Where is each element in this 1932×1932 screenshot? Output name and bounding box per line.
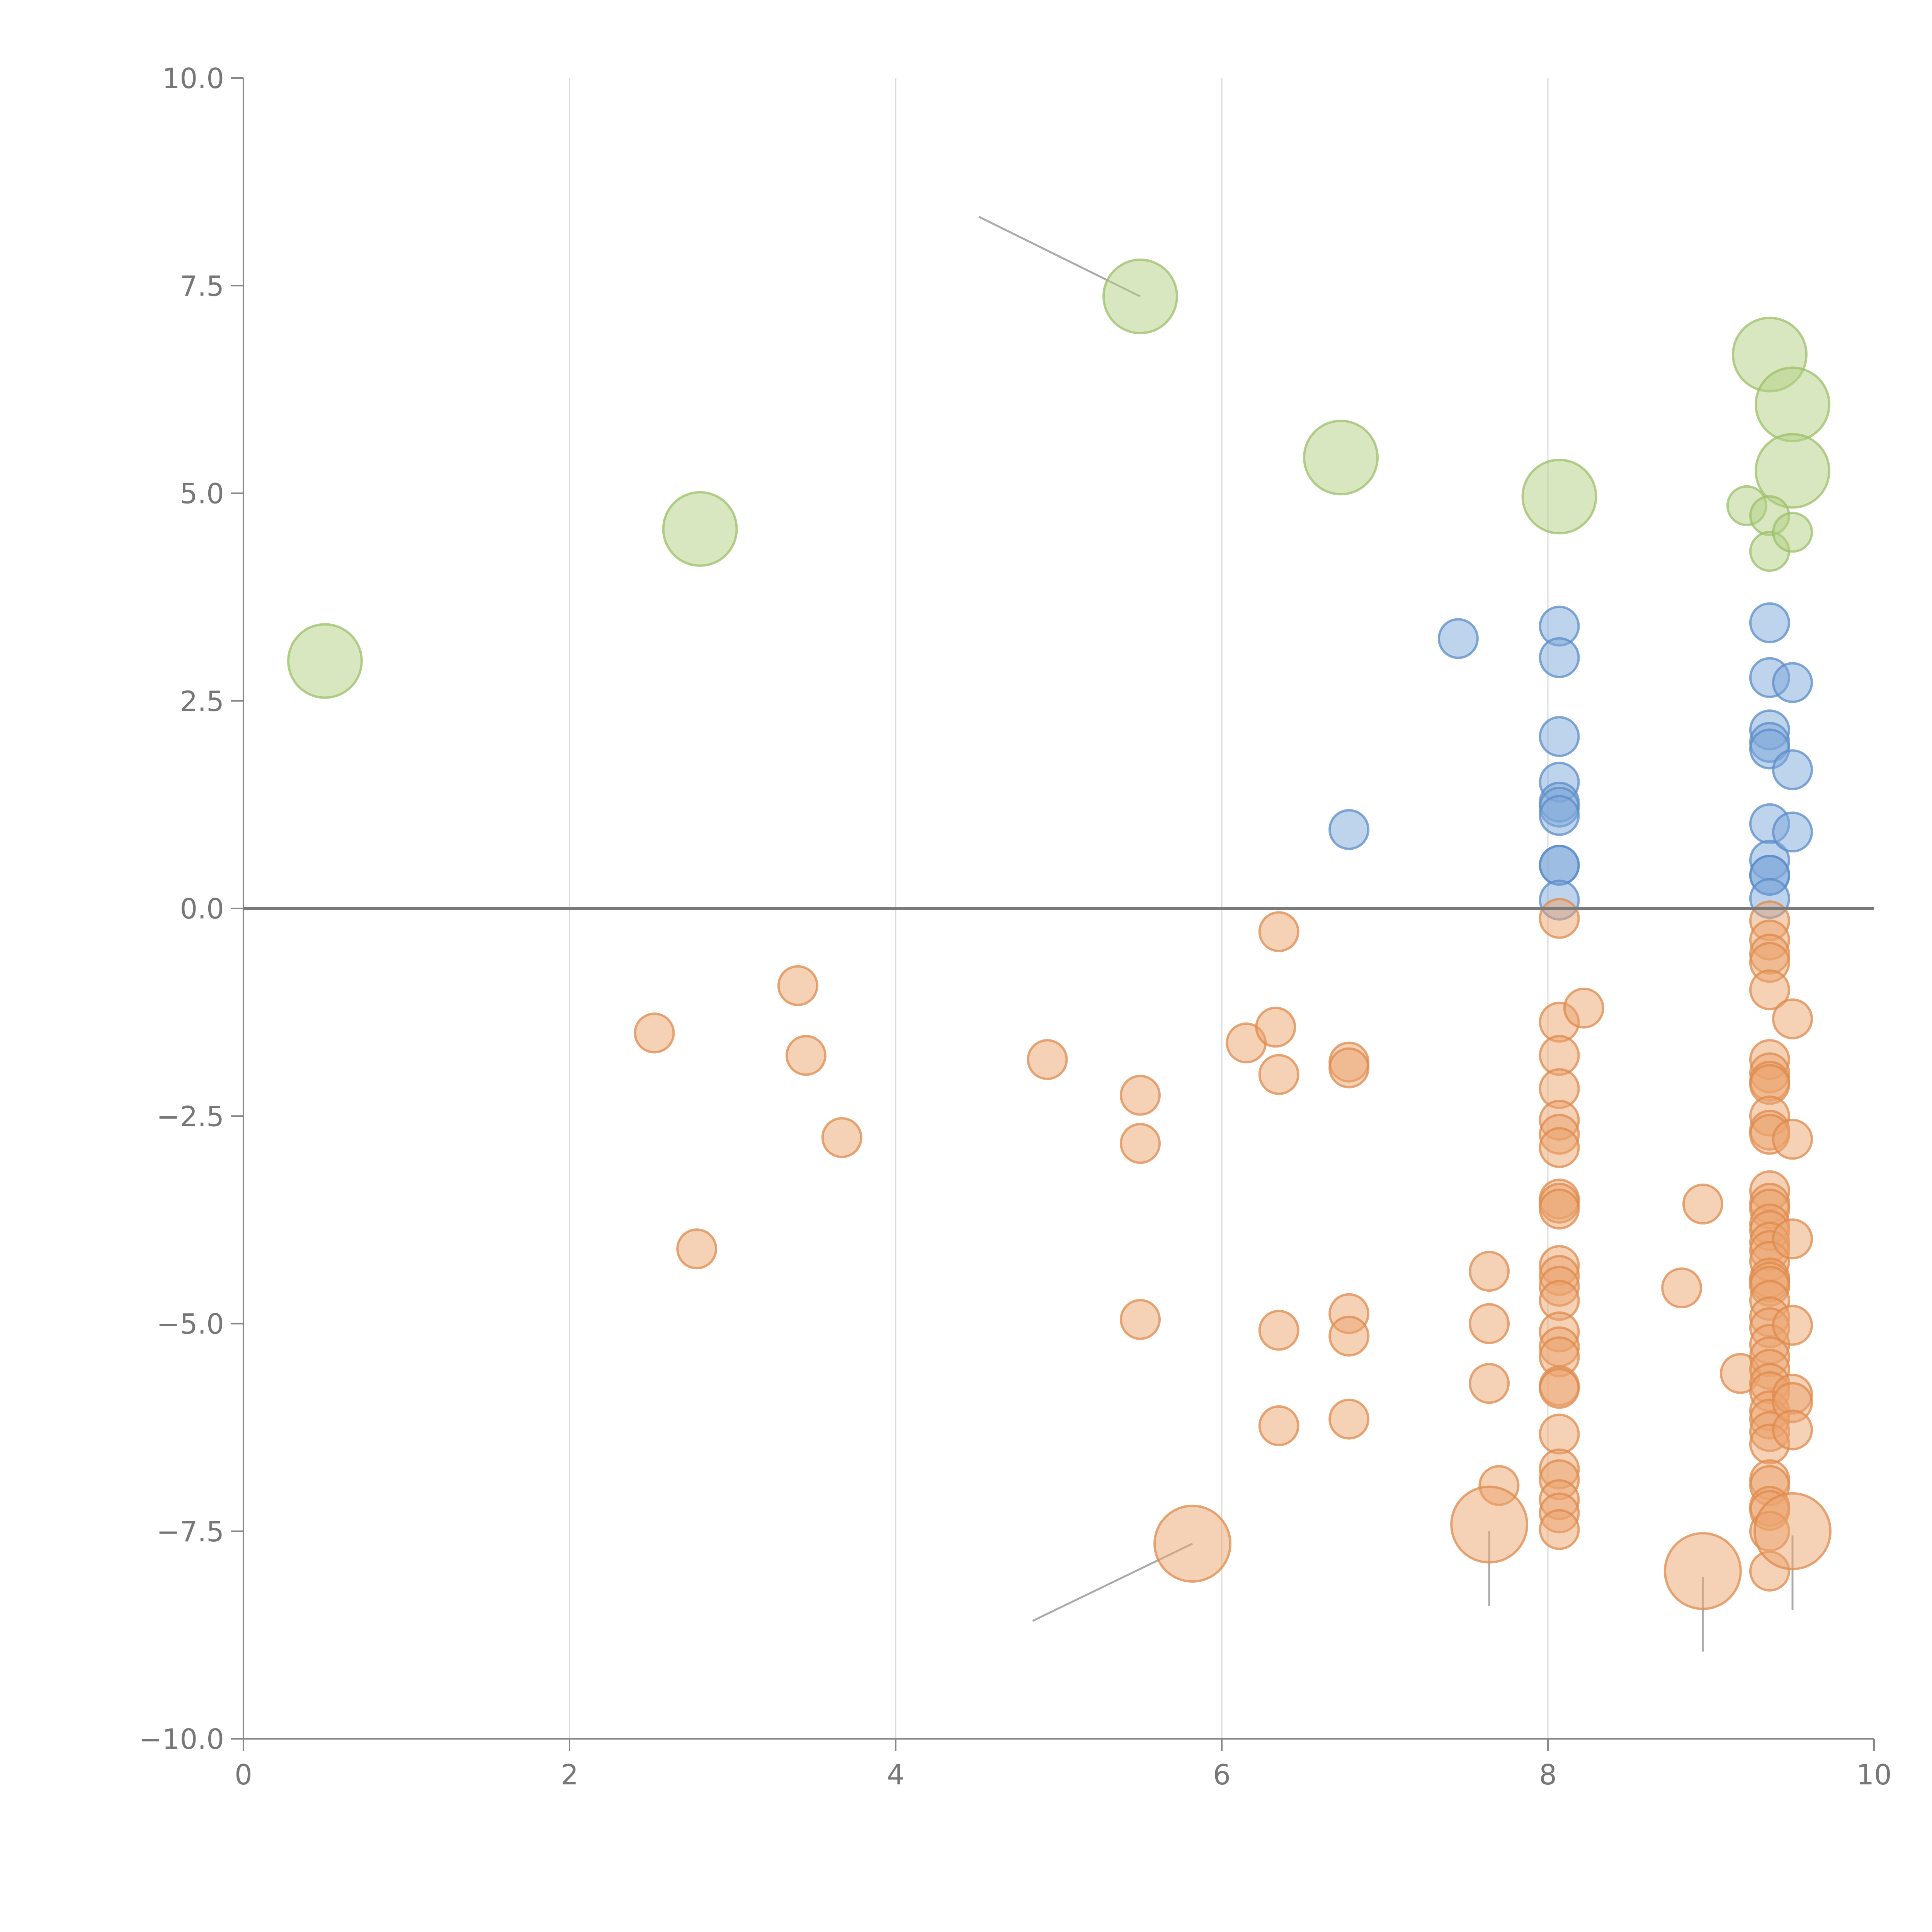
data-point-down bbox=[1120, 1123, 1161, 1164]
data-point-up-large bbox=[662, 491, 738, 567]
data-point-down bbox=[1258, 1310, 1299, 1351]
data-point-down-large bbox=[1450, 1485, 1529, 1564]
data-point-down bbox=[1258, 1405, 1299, 1446]
data-point-up bbox=[1539, 795, 1580, 836]
y-tick-label: −5.0 bbox=[156, 1308, 224, 1340]
data-point-up-large bbox=[1303, 420, 1379, 496]
data-point-down bbox=[1772, 1218, 1813, 1260]
data-point-up-large bbox=[1102, 259, 1178, 335]
data-point-down bbox=[1258, 1054, 1299, 1095]
x-tick-label: 4 bbox=[887, 1759, 905, 1791]
data-point-down bbox=[1772, 1409, 1813, 1451]
y-tick-label: −7.5 bbox=[156, 1515, 224, 1548]
x-tick-label: 6 bbox=[1213, 1759, 1231, 1791]
data-point-up bbox=[1772, 811, 1813, 853]
data-point-up-large bbox=[287, 623, 363, 699]
data-point-down-large bbox=[1153, 1504, 1232, 1583]
data-point-down bbox=[1328, 1047, 1370, 1088]
data-point-down bbox=[1469, 1363, 1510, 1404]
data-point-up bbox=[1772, 749, 1813, 791]
y-tick-label: 10.0 bbox=[162, 62, 224, 95]
data-point-down bbox=[1539, 1509, 1580, 1550]
data-point-up bbox=[1749, 602, 1790, 643]
data-point-up-large bbox=[1521, 459, 1597, 535]
data-point-down bbox=[1469, 1303, 1510, 1344]
y-tick-label: 2.5 bbox=[180, 685, 224, 718]
data-point-down bbox=[634, 1012, 675, 1054]
data-point-up bbox=[1539, 845, 1580, 886]
data-point-down bbox=[785, 1035, 827, 1076]
data-point-down bbox=[1328, 1398, 1370, 1440]
data-point-down bbox=[777, 965, 818, 1006]
x-tick-label: 8 bbox=[1539, 1759, 1557, 1791]
data-point-down bbox=[1563, 987, 1604, 1029]
data-point-up-large bbox=[1772, 512, 1813, 553]
data-point-down bbox=[676, 1228, 718, 1270]
y-tick-label: 7.5 bbox=[180, 270, 224, 302]
x-tick-label: 2 bbox=[561, 1759, 578, 1791]
data-point-down bbox=[1682, 1184, 1723, 1225]
data-point-down bbox=[1120, 1075, 1161, 1116]
x-tick-label: 0 bbox=[235, 1759, 252, 1791]
data-point-up bbox=[1539, 716, 1580, 757]
data-point-up bbox=[1437, 618, 1479, 659]
data-point-down bbox=[1120, 1299, 1161, 1340]
data-point-down bbox=[1772, 1119, 1813, 1160]
data-point-down bbox=[1539, 1413, 1580, 1455]
data-point-up-large bbox=[1755, 366, 1830, 442]
data-point-down bbox=[1258, 911, 1299, 952]
data-point-up bbox=[1539, 637, 1580, 679]
data-point-down bbox=[1772, 998, 1813, 1039]
data-point-down bbox=[1539, 1368, 1580, 1409]
data-point-down bbox=[1469, 1251, 1510, 1292]
y-tick-label: 0.0 bbox=[180, 893, 224, 925]
data-point-down-large bbox=[1753, 1492, 1832, 1570]
y-tick-label: 5.0 bbox=[180, 478, 224, 510]
leader-lines bbox=[978, 216, 1794, 1652]
data-point-up bbox=[1772, 662, 1813, 703]
y-tick-label: −2.5 bbox=[156, 1100, 224, 1133]
data-point-up bbox=[1328, 809, 1370, 850]
axes-layer: −10.0 −7.5 −5.0 −2.5 0.0 2.5 5.0 7.5 10.0 0 2 4 6 8 10 bbox=[139, 62, 1891, 1791]
y-tick-label: −10.0 bbox=[139, 1723, 224, 1755]
data-point-down bbox=[1539, 1188, 1580, 1230]
data-point-down bbox=[1328, 1315, 1370, 1357]
data-point-down bbox=[1539, 898, 1580, 939]
data-point-down bbox=[1255, 1007, 1296, 1048]
data-point-down bbox=[1772, 1304, 1813, 1346]
data-point-down-large bbox=[1663, 1532, 1742, 1610]
data-points bbox=[287, 259, 1832, 1610]
data-point-down bbox=[1539, 1127, 1580, 1168]
data-point-down bbox=[1749, 969, 1790, 1010]
data-point-down bbox=[1027, 1039, 1068, 1080]
data-point-down bbox=[1661, 1267, 1702, 1309]
x-tick-label: 10 bbox=[1856, 1759, 1892, 1791]
data-point-down bbox=[821, 1117, 862, 1158]
data-point-up-large bbox=[1755, 433, 1830, 509]
